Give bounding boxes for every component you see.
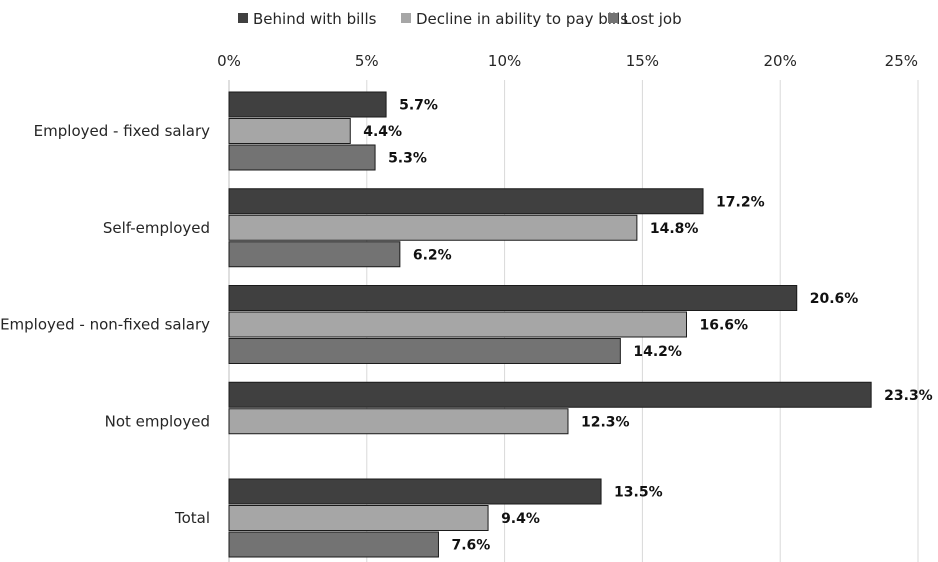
data-label: 7.6% <box>451 538 490 554</box>
bar <box>228 188 704 215</box>
legend-swatch <box>401 13 411 23</box>
data-label: 4.4% <box>363 124 402 140</box>
x-tick-label: 15% <box>626 52 659 70</box>
x-tick-label: 5% <box>355 52 379 70</box>
data-label: 14.8% <box>650 221 699 237</box>
x-tick-label: 25% <box>885 52 918 70</box>
data-label: 6.2% <box>413 247 452 263</box>
legend-swatch <box>608 13 618 23</box>
category-label: Not employed <box>105 412 210 430</box>
bar <box>228 214 638 241</box>
data-label: 9.4% <box>501 511 540 527</box>
legend-label: Lost job <box>623 10 682 28</box>
legend-label: Behind with bills <box>253 10 377 28</box>
bar <box>228 478 602 505</box>
category-label: Self-employed <box>103 219 210 237</box>
x-tick-label: 0% <box>217 52 241 70</box>
data-label: 23.3% <box>884 388 933 404</box>
category-label: Employed - non-fixed salary <box>0 316 210 334</box>
x-tick-label: 10% <box>488 52 521 70</box>
bar <box>228 505 489 531</box>
bar <box>228 531 439 558</box>
bar <box>228 408 569 435</box>
data-label: 13.5% <box>614 485 663 501</box>
data-label: 12.3% <box>581 414 630 430</box>
value-labels: 5.7% 4.4% 5.3% 17.2% 14.8% 6.2% 20.6% 16.6% 14.2… <box>363 98 932 554</box>
bar <box>228 311 687 338</box>
category-label: Total <box>174 509 210 527</box>
data-label: 20.6% <box>810 291 859 307</box>
bar <box>228 381 872 408</box>
bar <box>228 338 621 364</box>
data-label: 16.6% <box>699 318 748 334</box>
legend-swatch <box>238 13 248 23</box>
data-label: 5.7% <box>399 98 438 114</box>
x-tick-label: 20% <box>764 52 797 70</box>
legend: Behind with bills Decline in ability to p… <box>238 10 682 28</box>
legend-label: Decline in ability to pay bills <box>416 10 628 28</box>
category-labels: Employed - fixed salary Self-employed Empl… <box>0 122 210 527</box>
category-label: Employed - fixed salary <box>34 122 210 140</box>
bar <box>228 118 351 144</box>
data-label: 17.2% <box>716 194 765 210</box>
bar <box>228 144 376 171</box>
bar <box>228 241 401 268</box>
data-label: 14.2% <box>633 344 682 360</box>
data-label: 5.3% <box>388 151 427 167</box>
bars <box>228 91 872 558</box>
bar <box>228 91 387 118</box>
x-axis-ticks: 0% 5% 10% 15% 20% 25% <box>217 52 918 70</box>
bar <box>228 285 798 311</box>
